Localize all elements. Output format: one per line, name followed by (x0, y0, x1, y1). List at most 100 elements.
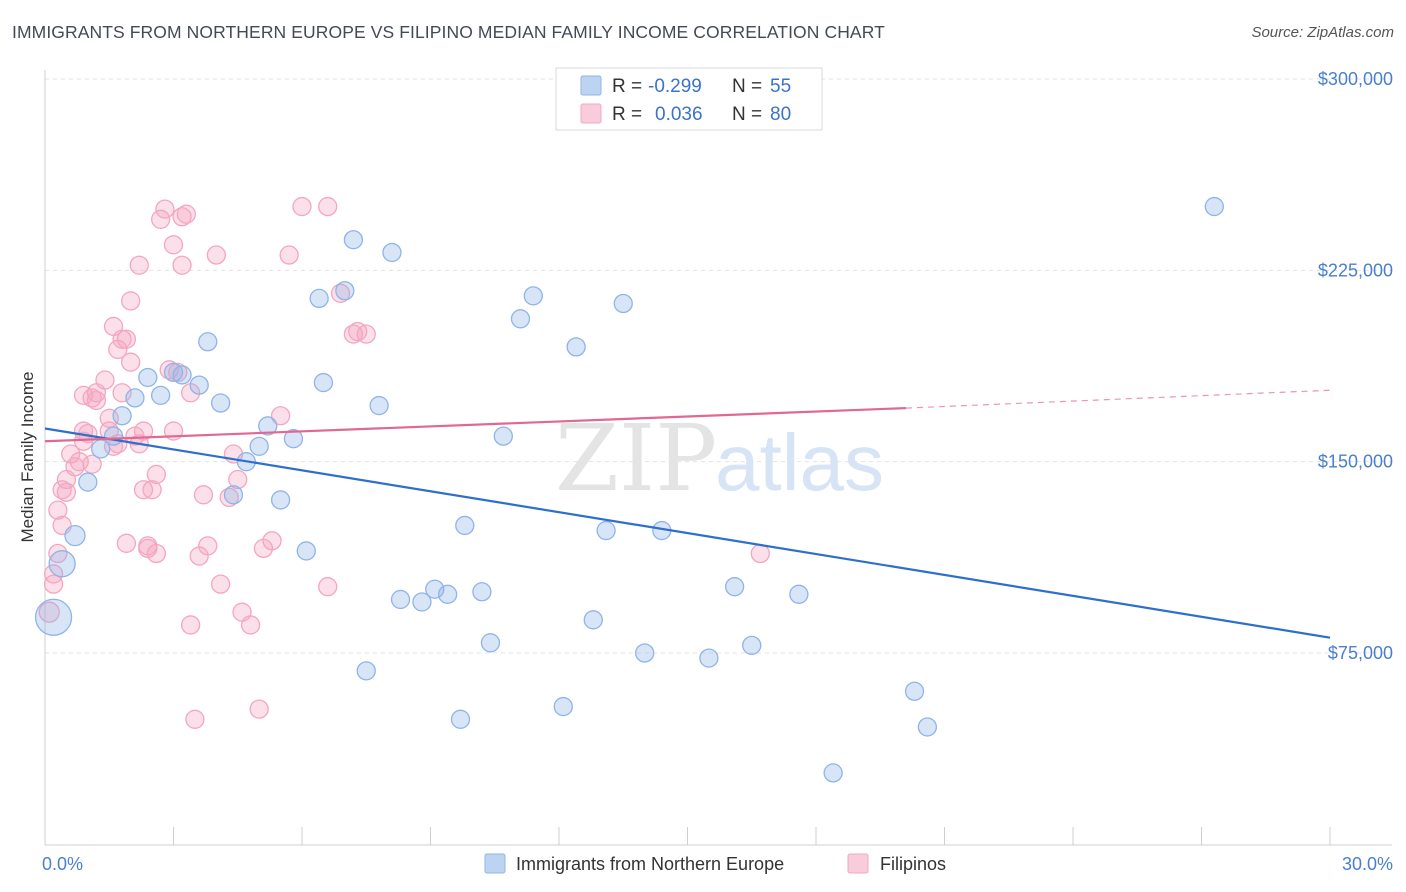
data-point (125, 388, 145, 408)
data-point (270, 406, 291, 426)
data-point (163, 235, 184, 255)
data-point (309, 288, 329, 309)
watermark-zip: ZIP (555, 405, 717, 512)
data-point (583, 610, 603, 630)
chart-title: IMMIGRANTS FROM NORTHERN EUROPE VS FILIP… (12, 22, 885, 42)
data-point (789, 584, 809, 604)
watermark: ZIP atlas (555, 405, 884, 512)
x-tick-label: 0.0% (42, 854, 83, 874)
data-point (750, 543, 770, 564)
data-point (412, 592, 432, 612)
legend-n-label-pink: N = (732, 104, 762, 125)
data-point (176, 204, 197, 224)
watermark-atlas: atlas (715, 418, 884, 507)
data-point (313, 372, 334, 393)
x-tick-label: 30.0% (1342, 854, 1393, 874)
data-point (240, 615, 261, 635)
legend-r-label-blue: R = (612, 76, 642, 97)
data-point (206, 245, 226, 265)
data-point (142, 480, 162, 500)
x-tick-labels: 0.0% 30.0% (42, 854, 1393, 874)
data-point (155, 199, 175, 219)
bottom-legend-label-blue: Immigrants from Northern Europe (516, 854, 784, 874)
data-point (95, 370, 115, 390)
data-point (823, 763, 843, 783)
data-point (48, 550, 76, 578)
data-point (34, 598, 73, 636)
data-point (193, 485, 214, 505)
data-point (146, 464, 167, 485)
data-point (356, 661, 376, 681)
data-point (223, 485, 244, 505)
data-point (249, 699, 269, 719)
data-point (523, 286, 543, 306)
y-tick-label: $300,000 (1318, 69, 1393, 89)
data-point (189, 375, 209, 395)
y-tick-label: $225,000 (1318, 260, 1393, 280)
legend-n-label-blue: N = (732, 76, 762, 97)
data-point (596, 520, 616, 541)
data-point (112, 329, 132, 349)
data-point (318, 196, 338, 217)
bottom-legend-label-pink: Filipinos (880, 854, 946, 874)
trend-line-solid (44, 427, 1331, 639)
data-point (210, 393, 231, 413)
data-point (258, 416, 278, 436)
legend-swatch-pink (580, 103, 602, 124)
correlation-legend: R = -0.299 N = 55 R = 0.036 N = 80 (555, 67, 823, 131)
data-point (116, 329, 137, 349)
y-axis-label: Median Family Income (18, 371, 37, 542)
data-point (742, 635, 762, 655)
trend-lines (44, 389, 1331, 639)
data-point (318, 577, 338, 597)
data-point (116, 533, 137, 553)
data-point (129, 255, 149, 275)
data-point (296, 541, 316, 561)
data-point (270, 490, 291, 510)
data-point (390, 589, 411, 610)
data-point (150, 385, 171, 405)
data-point (279, 245, 299, 265)
trend-line-solid (44, 406, 906, 443)
data-point (121, 352, 141, 372)
axes (44, 70, 1392, 846)
data-point (283, 429, 304, 449)
data-point (356, 324, 376, 344)
bottom-legend-swatch-blue (484, 853, 506, 874)
data-point (198, 332, 218, 352)
series-filipinos-points (38, 196, 770, 729)
data-point (64, 524, 86, 547)
data-point (43, 574, 64, 594)
bottom-legend-swatch-pink (847, 853, 869, 874)
legend-n-value-pink: 80 (770, 104, 791, 125)
data-point (635, 643, 655, 663)
data-point (699, 648, 719, 668)
data-point (82, 454, 102, 474)
data-point (382, 242, 402, 263)
grid-lines (45, 78, 1392, 654)
data-point (343, 230, 364, 250)
data-point (86, 390, 107, 411)
source-label: Source: ZipAtlas.com (1251, 24, 1394, 41)
y-tick-labels: $75,000 $150,000 $225,000 $300,000 (1318, 69, 1393, 663)
data-point (121, 291, 141, 311)
data-point (510, 309, 531, 329)
data-point (566, 337, 586, 357)
data-point (138, 367, 158, 388)
legend-r-value-pink: 0.036 (655, 104, 703, 125)
data-point (48, 500, 68, 520)
legend-n-value-blue: 55 (770, 76, 791, 97)
data-point (249, 436, 269, 457)
data-point (48, 543, 68, 564)
data-point (724, 577, 745, 597)
data-point (172, 365, 192, 385)
data-point (228, 469, 248, 490)
trend-line-dashed (905, 389, 1331, 409)
data-point (472, 582, 492, 602)
data-point (172, 255, 192, 275)
data-point (904, 681, 925, 701)
data-point (78, 472, 98, 492)
data-point (198, 536, 218, 556)
data-point (917, 717, 938, 737)
